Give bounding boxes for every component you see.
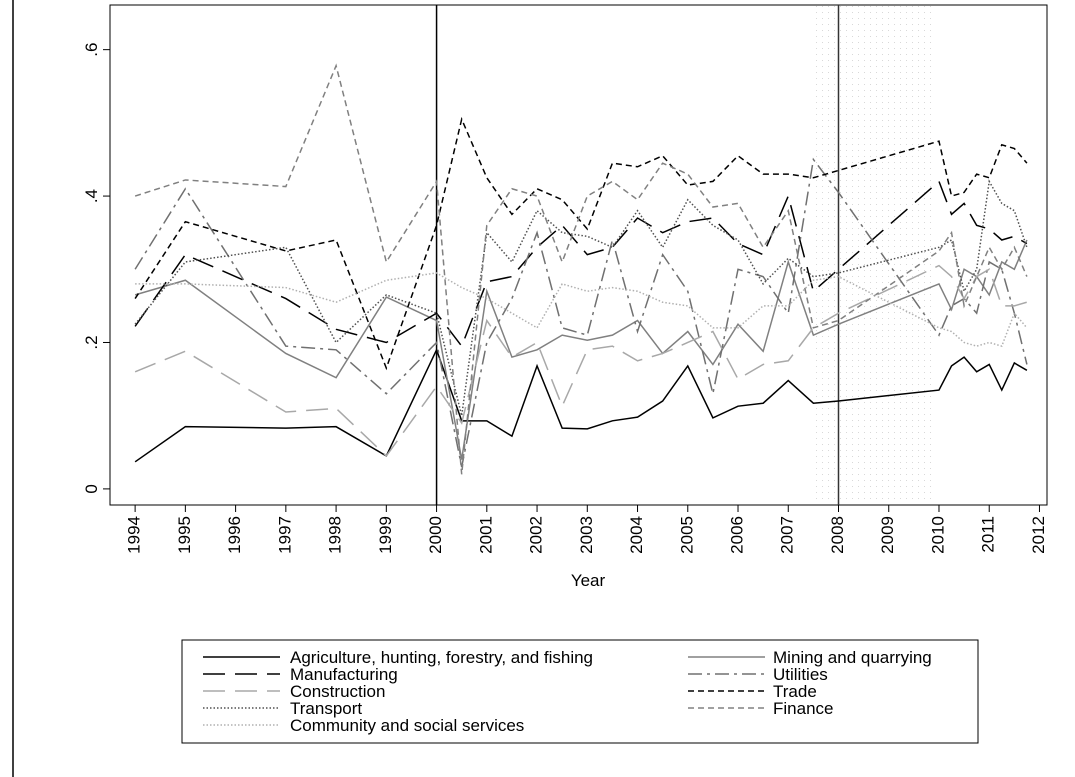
series-line (134, 179, 1028, 416)
x-tick-label: 2004 (627, 516, 646, 554)
x-tick-label: 2012 (1029, 516, 1048, 554)
series-line (134, 264, 1028, 458)
x-tick-label: 2005 (677, 516, 696, 554)
x-tick-label: 2001 (476, 516, 495, 554)
x-tick-label: 1997 (275, 516, 294, 554)
x-tick-label: 2008 (828, 516, 847, 554)
y-tick-label: .4 (82, 189, 101, 203)
x-tick-label: 1995 (175, 516, 194, 554)
legend-label: Agriculture, hunting, forestry, and fish… (290, 648, 593, 667)
series-line (134, 180, 1028, 348)
x-tick-label: 1998 (326, 516, 345, 554)
shade-band (815, 6, 935, 504)
legend-label: Transport (290, 699, 362, 718)
x-axis-label: Year (571, 571, 606, 590)
series-line (134, 63, 1028, 475)
x-tick-label: 2007 (778, 516, 797, 554)
x-tick-label: 2010 (928, 516, 947, 554)
y-tick-label: .6 (82, 43, 101, 57)
x-tick-label: 1996 (225, 516, 244, 554)
x-tick-label: 1994 (125, 516, 144, 554)
legend-label: Finance (773, 699, 833, 718)
legend-label: Trade (773, 682, 817, 701)
x-tick-label: 2000 (426, 516, 445, 554)
series-line (134, 239, 1028, 460)
x-tick-label: 2011 (979, 516, 998, 553)
x-tick-label: 2006 (728, 516, 747, 554)
legend-label: Mining and quarrying (773, 648, 932, 667)
legend-label: Construction (290, 682, 385, 701)
legend-label: Manufacturing (290, 665, 398, 684)
y-tick-label: 0 (82, 484, 101, 493)
series-line (134, 347, 1028, 463)
x-tick-label: 1999 (376, 516, 395, 554)
x-tick-label: 2003 (577, 516, 596, 554)
legend-label: Community and social services (290, 716, 524, 735)
series-line (134, 116, 1028, 371)
plot-frame (109, 4, 1048, 506)
legend-box (181, 639, 979, 744)
x-tick-label: 2002 (527, 516, 546, 554)
legend-label: Utilities (773, 665, 828, 684)
x-tick-label: 2009 (878, 516, 897, 554)
y-tick-label: .2 (82, 335, 101, 349)
